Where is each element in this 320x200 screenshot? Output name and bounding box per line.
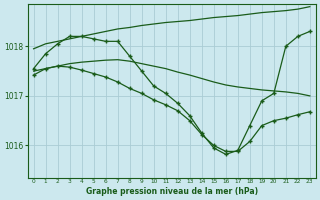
X-axis label: Graphe pression niveau de la mer (hPa): Graphe pression niveau de la mer (hPa) bbox=[86, 187, 258, 196]
